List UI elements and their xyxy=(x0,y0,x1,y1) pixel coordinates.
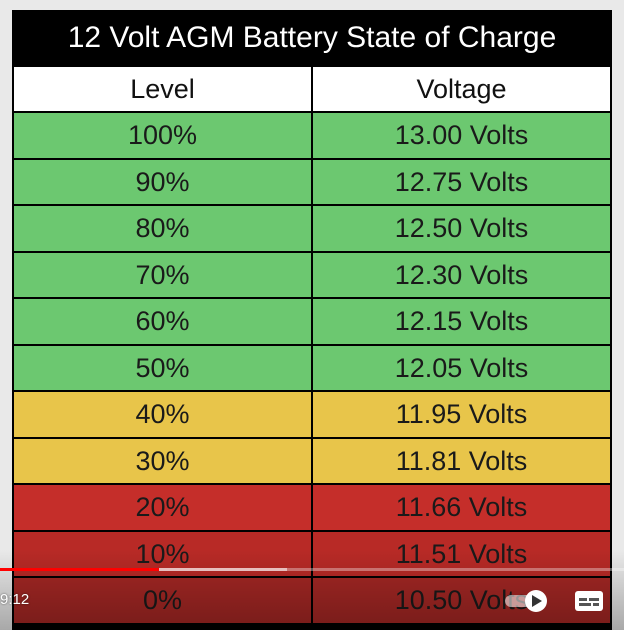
progress-played xyxy=(0,568,160,571)
autoplay-toggle-icon xyxy=(525,590,547,612)
level-cell: 90% xyxy=(14,159,311,204)
captions-button[interactable] xyxy=(574,589,604,613)
battery-charge-table: 12 Volt AGM Battery State of Charge Leve… xyxy=(12,10,612,630)
table-row: 30% 11.81 Volts xyxy=(14,438,610,483)
captions-icon xyxy=(575,591,603,611)
table-row: 10% 11.51 Volts xyxy=(14,531,610,576)
level-cell: 80% xyxy=(14,206,311,251)
header-voltage: Voltage xyxy=(313,67,610,111)
table-row: 50% 12.05 Volts xyxy=(14,345,610,390)
voltage-cell: 12.50 Volts xyxy=(313,206,610,251)
table-header-row: Level Voltage xyxy=(14,67,610,111)
header-level: Level xyxy=(14,67,311,111)
autoplay-toggle[interactable] xyxy=(505,590,549,612)
table-row: 100% 13.00 Volts xyxy=(14,113,610,158)
voltage-cell: 10.50 Volts xyxy=(313,578,610,623)
level-cell: 50% xyxy=(14,345,311,390)
voltage-cell: 11.66 Volts xyxy=(313,485,610,530)
level-cell: 30% xyxy=(14,438,311,483)
level-cell: 60% xyxy=(14,299,311,344)
voltage-cell: 11.51 Volts xyxy=(313,531,610,576)
table-row: 60% 12.15 Volts xyxy=(14,299,610,344)
level-cell: 100% xyxy=(14,113,311,158)
voltage-cell: 12.05 Volts xyxy=(313,345,610,390)
table-row: 0% 10.50 Volts xyxy=(14,578,610,623)
level-cell: 0% xyxy=(14,578,311,623)
level-cell: 40% xyxy=(14,392,311,437)
voltage-cell: 13.00 Volts xyxy=(313,113,610,158)
time-display: 9:12 xyxy=(0,591,30,608)
level-cell: 70% xyxy=(14,252,311,297)
table-body: 100% 13.00 Volts 90% 12.75 Volts 80% 12.… xyxy=(14,113,610,625)
table-row: 70% 12.30 Volts xyxy=(14,252,610,297)
voltage-cell: 11.95 Volts xyxy=(313,392,610,437)
table-row: 90% 12.75 Volts xyxy=(14,159,610,204)
progress-bar[interactable] xyxy=(0,568,624,571)
table-row: 80% 12.50 Volts xyxy=(14,206,610,251)
table-row: 40% 11.95 Volts xyxy=(14,392,610,437)
voltage-cell: 12.75 Volts xyxy=(313,159,610,204)
level-cell: 20% xyxy=(14,485,311,530)
voltage-cell: 12.15 Volts xyxy=(313,299,610,344)
table-row: 20% 11.66 Volts xyxy=(14,485,610,530)
voltage-cell: 11.81 Volts xyxy=(313,438,610,483)
table-title: 12 Volt AGM Battery State of Charge xyxy=(12,10,612,66)
voltage-cell: 12.30 Volts xyxy=(313,252,610,297)
